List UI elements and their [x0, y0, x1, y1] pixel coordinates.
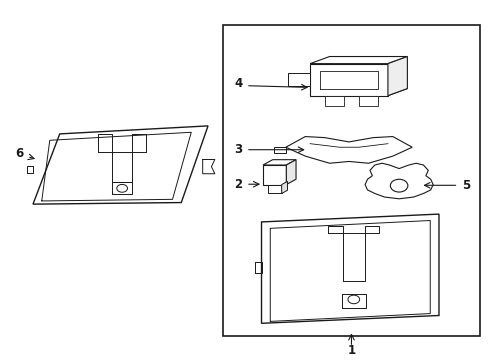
- Text: 1: 1: [346, 344, 355, 357]
- Polygon shape: [273, 147, 285, 153]
- Text: 5: 5: [461, 179, 469, 192]
- Bar: [222, 24, 479, 336]
- Polygon shape: [309, 89, 407, 96]
- Text: 3: 3: [234, 143, 242, 156]
- Polygon shape: [287, 73, 309, 86]
- Polygon shape: [263, 165, 286, 185]
- Polygon shape: [281, 181, 287, 193]
- Polygon shape: [285, 136, 411, 163]
- Polygon shape: [365, 163, 432, 199]
- Polygon shape: [387, 57, 407, 96]
- Polygon shape: [33, 126, 207, 204]
- Polygon shape: [309, 57, 407, 64]
- Polygon shape: [324, 96, 344, 106]
- Polygon shape: [263, 160, 295, 165]
- Polygon shape: [267, 185, 281, 193]
- Text: 2: 2: [234, 178, 242, 191]
- Polygon shape: [286, 160, 295, 185]
- Polygon shape: [309, 64, 387, 96]
- Polygon shape: [358, 96, 377, 106]
- Text: 6: 6: [16, 147, 24, 160]
- Text: 4: 4: [234, 77, 243, 90]
- Polygon shape: [261, 214, 438, 323]
